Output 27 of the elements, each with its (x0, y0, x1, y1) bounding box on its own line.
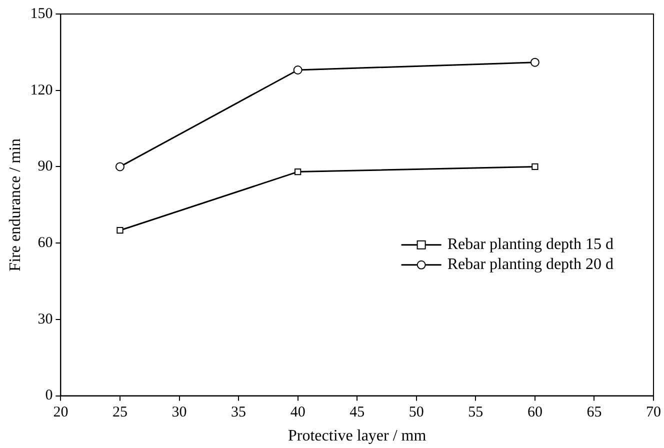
x-tick-label: 20 (53, 404, 68, 421)
x-tick-label: 35 (231, 404, 246, 421)
x-tick-label: 55 (468, 404, 484, 421)
point (293, 66, 302, 74)
x-tick-label: 50 (408, 404, 424, 421)
legend-label: Rebar planting depth 15 d (447, 236, 614, 254)
x-tick-label: 40 (290, 404, 306, 421)
x-axis-title: Protective layer / mm (288, 428, 427, 445)
x-tick-label: 65 (586, 404, 602, 421)
y-tick-label: 60 (38, 235, 53, 252)
x-tick-label: 60 (527, 404, 542, 421)
y-tick-label: 150 (30, 6, 53, 22)
point (532, 163, 538, 170)
point (115, 162, 124, 172)
x-tick-label: 70 (646, 404, 661, 421)
point (116, 227, 124, 234)
y-axis-title: Fire endurance / min (6, 138, 24, 272)
x-tick-label: 30 (172, 404, 187, 421)
x-tick-label: 25 (112, 404, 128, 421)
y-tick-label: 120 (30, 82, 53, 98)
y-tick-label: 30 (38, 311, 53, 328)
legend-label: Rebar planting depth 20 d (447, 256, 614, 274)
point (294, 168, 302, 176)
y-tick-label: 0 (45, 388, 53, 404)
y-tick-label: 90 (38, 158, 53, 175)
point (530, 58, 540, 67)
x-tick-label: 45 (350, 404, 365, 421)
